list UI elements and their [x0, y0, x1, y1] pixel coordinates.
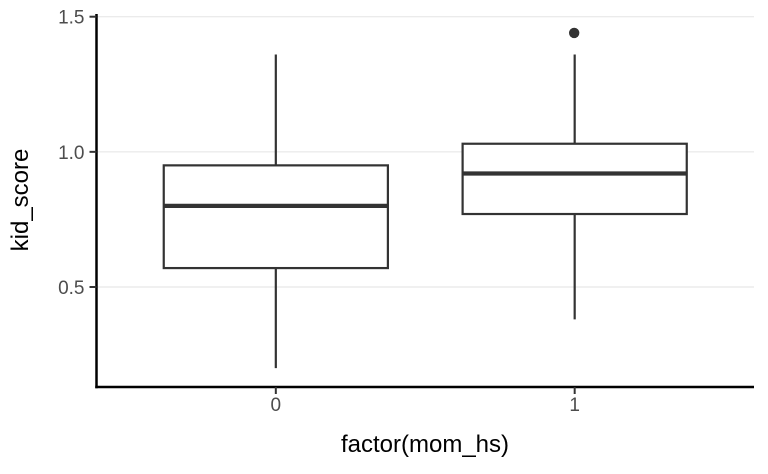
iqr-box	[461, 142, 688, 216]
x-tick-label: 0	[271, 395, 282, 416]
y-tick-label: 0.5	[58, 278, 84, 299]
y-axis-title: kid_score	[7, 149, 34, 252]
x-tick-label: 1	[569, 395, 580, 416]
outlier-point	[568, 27, 580, 39]
x-axis-title: factor(mom_hs)	[341, 431, 509, 458]
tick-labels-layer: 0.5 1.0 1.5 0 1	[58, 8, 580, 416]
iqr-box	[162, 164, 389, 270]
y-tick-label: 1.5	[58, 8, 84, 29]
boxplot-group-0	[162, 54, 389, 369]
boxplot-group-1	[461, 27, 688, 320]
boxplots-layer	[162, 27, 688, 369]
axes-layer	[95, 14, 754, 389]
tick-marks-layer	[89, 15, 576, 394]
y-tick-label: 1.0	[58, 143, 84, 164]
